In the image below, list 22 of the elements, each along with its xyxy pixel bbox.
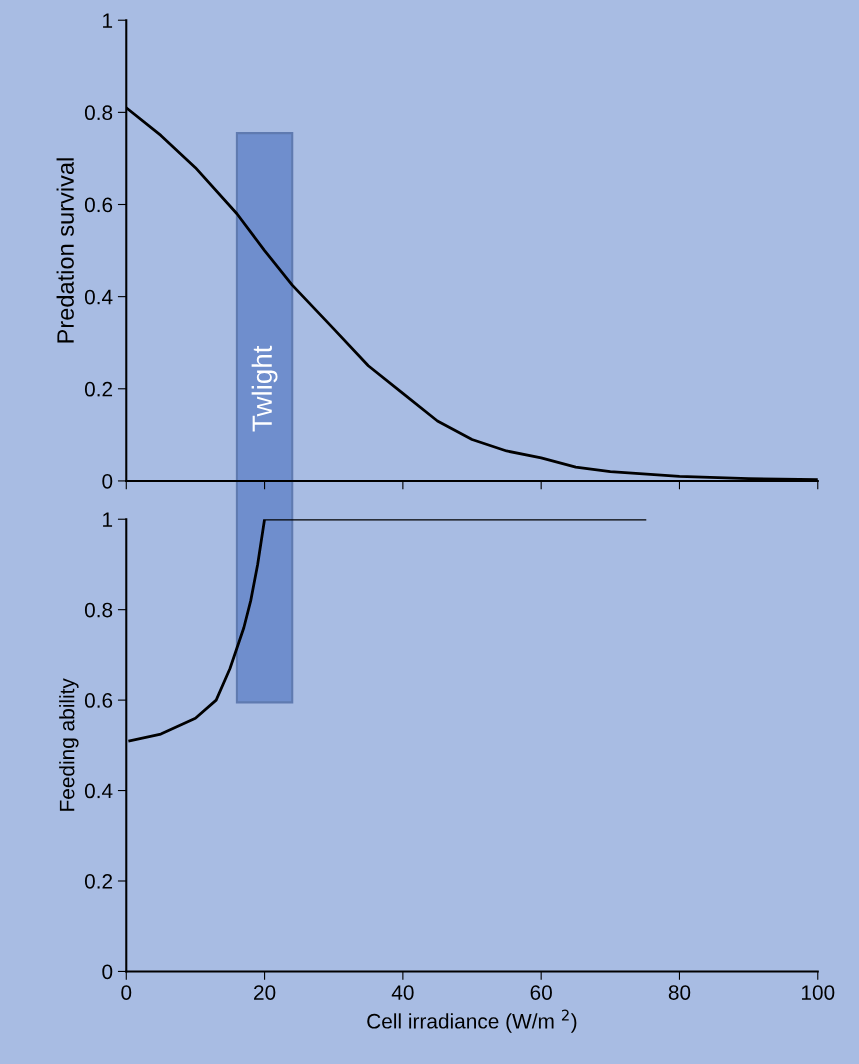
- x-tick-label: 40: [391, 985, 414, 1000]
- y-tick-label: 1: [103, 13, 113, 28]
- y-tick-label: 0.6: [84, 197, 113, 213]
- band-label: Twlight: [251, 345, 278, 432]
- y-tick-label: 0.6: [84, 693, 113, 708]
- y-tick-label: 1: [103, 512, 113, 527]
- y-tick-label: 0.2: [84, 381, 113, 397]
- y-tick-label: 0.8: [84, 105, 113, 121]
- x-tick-label: 80: [668, 985, 691, 1000]
- x-tick-label: 60: [530, 985, 552, 1000]
- y-tick-label: 0.8: [84, 602, 113, 618]
- y-axis-title: Predation survival: [56, 158, 74, 343]
- x-axis-title: Cell irradiance (W/m $^{2}$): [367, 1009, 577, 1033]
- x-tick-label: 100: [801, 985, 835, 1000]
- y-tick-label: 0.4: [84, 289, 113, 305]
- x-tick-label: 0: [121, 985, 132, 1000]
- x-tick-label: 20: [254, 985, 276, 1000]
- y-tick-label: 0: [102, 964, 113, 980]
- y-axis-title: Feeding ability: [59, 678, 79, 811]
- y-tick-label: 0.4: [84, 783, 113, 799]
- y-tick-label: 0.2: [84, 873, 113, 889]
- y-tick-label: 0: [102, 473, 113, 489]
